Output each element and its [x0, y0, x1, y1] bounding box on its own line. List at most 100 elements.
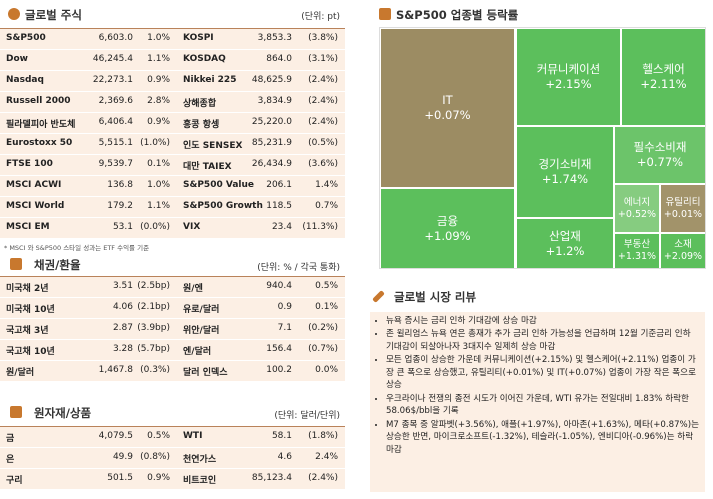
item-value: 501.5 [107, 473, 133, 483]
sector-name: 커뮤니케이션 [536, 62, 601, 77]
item-name: 미국채 10년 [6, 305, 55, 315]
item-value: 4,079.5 [98, 431, 133, 441]
table-rule [0, 276, 345, 277]
sector-tile: 헬스케어 +2.11% [622, 29, 705, 125]
sector-name: 금융 [436, 213, 459, 228]
sector-tile: 유틸리티 +0.01% [661, 185, 705, 232]
footnote: * MSCI 와 S&P500 스타일 성과는 ETF 수익률 기준 [4, 244, 150, 252]
table-row: Dow 46,245.4 1.1% KOSDAQ 864.0 (3.1%) [0, 50, 345, 71]
item-value: 49.9 [112, 452, 133, 462]
section-title: 글로벌 주식 [25, 8, 82, 22]
sector-tile: IT +0.07% [381, 29, 514, 187]
section-title: 글로벌 시장 리뷰 [394, 290, 477, 304]
commodities-table: 금 4,079.5 0.5% WTI 58.1 (1.8%) 은 49.9 (0.8%) 천연가스… [0, 426, 345, 491]
item-change: 0.1% [147, 159, 170, 169]
item-value: 6,406.4 [98, 117, 133, 127]
item-change: 2.4% [315, 452, 338, 462]
table-row: 국고채 3년 2.87 (3.9bp) 위안/달러 7.1 (0.2%) [0, 319, 345, 340]
sector-change: +1.09% [424, 228, 471, 243]
item-name: 달러 인덱스 [183, 368, 228, 378]
item-change: 0.9% [147, 117, 170, 127]
item-value: 3,834.9 [257, 96, 292, 106]
item-change: (0.0%) [140, 222, 170, 232]
sector-change: +0.77% [636, 155, 684, 169]
item-name: 위안/달러 [183, 326, 220, 336]
sector-name: 유틸리티 [665, 196, 701, 208]
globe-icon [8, 8, 20, 20]
item-change: (2.5bp) [137, 281, 170, 291]
item-change: 0.5% [315, 281, 338, 291]
item-name: 국고채 3년 [6, 326, 49, 336]
item-name: 천연가스 [183, 455, 217, 465]
item-value: 3,853.3 [257, 33, 292, 43]
review-item: 모든 업종이 상승한 가운데 커뮤니케이션(+2.15%) 및 헬스케어(+2.… [386, 354, 699, 391]
sector-tile: 경기소비재 +1.74% [517, 127, 613, 217]
item-value: 26,434.9 [251, 159, 292, 169]
item-value: 4.06 [112, 302, 133, 312]
item-name: S&P500 Growth [183, 201, 263, 211]
item-change: (0.8%) [140, 452, 170, 462]
review-box: 뉴욕 증시는 금리 인하 기대감에 상승 마감존 윌리엄스 뉴욕 연은 총재가 … [370, 312, 705, 492]
pencil-icon [372, 290, 385, 303]
item-name: 비트코인 [183, 476, 217, 486]
item-change: 1.0% [147, 180, 170, 190]
item-value: 85,231.9 [251, 138, 292, 148]
item-change: (0.7%) [308, 344, 338, 354]
item-name: KOSDAQ [183, 54, 226, 64]
item-name: MSCI ACWI [6, 180, 62, 190]
sector-tile: 에너지 +0.52% [615, 185, 659, 232]
review-item: 존 윌리엄스 뉴욕 연은 총재가 추가 금리 인하 가능성을 언급하며 12월 … [386, 328, 699, 353]
item-value: 3.51 [112, 281, 133, 291]
sector-tile: 소재 +2.09% [661, 234, 705, 268]
item-value: 2,369.6 [98, 96, 133, 106]
item-value: 156.4 [266, 344, 292, 354]
item-change: (3.8%) [308, 33, 338, 43]
item-name: 엔/달러 [183, 347, 212, 357]
item-change: (0.5%) [308, 138, 338, 148]
table-row: 원/달러 1,467.8 (0.3%) 달러 인덱스 100.2 0.0% [0, 361, 345, 382]
sector-name: 경기소비재 [538, 157, 592, 172]
item-name: 원/달러 [6, 368, 35, 378]
review-item: 뉴욕 증시는 금리 인하 기대감에 상승 마감 [386, 315, 699, 327]
item-change: 0.5% [147, 431, 170, 441]
item-value: 1,467.8 [98, 365, 133, 375]
item-change: (1.0%) [140, 138, 170, 148]
item-change: (11.3%) [302, 222, 338, 232]
item-change: (5.7bp) [137, 344, 170, 354]
item-name: Nikkei 225 [183, 75, 237, 85]
item-change: 1.1% [147, 54, 170, 64]
sector-name: 에너지 [623, 196, 651, 208]
table-row: 국고채 10년 3.28 (5.7bp) 엔/달러 156.4 (0.7%) [0, 340, 345, 361]
bank-icon [10, 258, 22, 270]
item-value: 4.6 [277, 452, 292, 462]
table-row: MSCI World 179.2 1.1% S&P500 Growth 118.5 0.7… [0, 197, 345, 218]
table-row: FTSE 100 9,539.7 0.1% 대만 TAIEX 26,434.9 (3.6%… [0, 155, 345, 176]
item-value: 179.2 [107, 201, 133, 211]
section-title: 채권/환율 [34, 258, 81, 272]
item-name: 구리 [6, 476, 23, 486]
item-value: 22,273.1 [92, 75, 133, 85]
item-name: 미국채 2년 [6, 284, 49, 294]
item-value: 864.0 [266, 54, 292, 64]
unit-label: (단위: pt) [301, 12, 340, 22]
item-name: VIX [183, 222, 201, 232]
item-value: 118.5 [266, 201, 292, 211]
item-name: 대만 TAIEX [183, 162, 232, 172]
item-value: 9,539.7 [98, 159, 133, 169]
item-name: MSCI World [6, 201, 65, 211]
gold-icon [10, 406, 22, 418]
item-value: 85,123.4 [251, 473, 292, 483]
item-change: 0.0% [315, 365, 338, 375]
unit-label: (단위: 달러/단위) [274, 411, 340, 421]
table-row: 금 4,079.5 0.5% WTI 58.1 (1.8%) [0, 427, 345, 448]
item-name: 홍콩 항셍 [183, 120, 220, 130]
item-name: 필라델피아 반도체 [6, 120, 76, 130]
sector-change: +1.74% [541, 172, 589, 186]
table-row: 미국채 2년 3.51 (2.5bp) 원/엔 940.4 0.5% [0, 277, 345, 298]
item-change: (0.2%) [308, 323, 338, 333]
item-change: (3.9bp) [137, 323, 170, 333]
item-name: 금 [6, 434, 15, 444]
item-change: 0.9% [147, 75, 170, 85]
sector-name: 필수소비재 [633, 140, 687, 155]
item-value: 206.1 [266, 180, 292, 190]
